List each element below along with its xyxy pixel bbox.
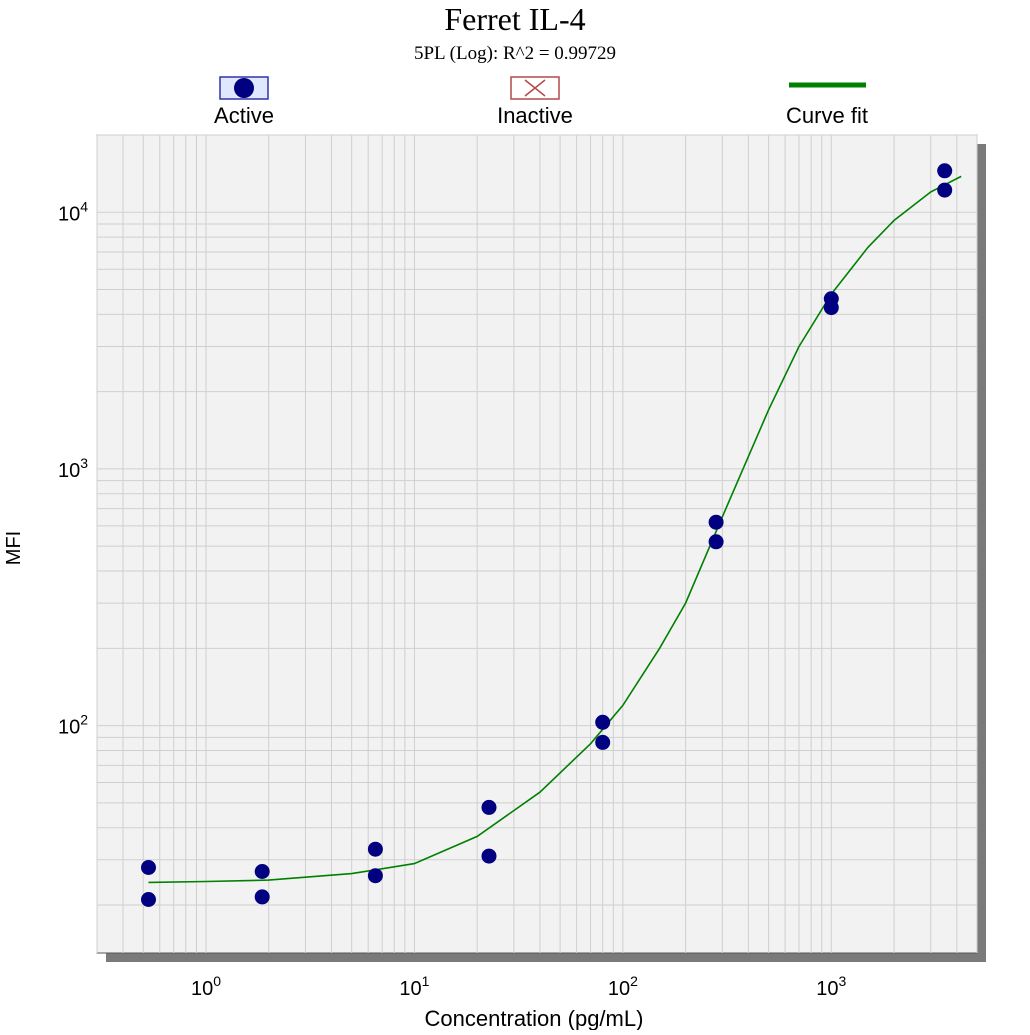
data-point bbox=[254, 889, 270, 905]
legend-active-label: Active bbox=[214, 103, 274, 128]
x-tick-label: 100 bbox=[191, 973, 221, 1000]
plot-area bbox=[96, 134, 978, 954]
data-point bbox=[254, 864, 270, 879]
data-point bbox=[708, 514, 724, 530]
data-point bbox=[141, 860, 156, 875]
data-points bbox=[141, 163, 953, 907]
x-axis-label: Concentration (pg/mL) bbox=[425, 1006, 644, 1030]
legend-item-curve-fit: Curve fit bbox=[786, 82, 868, 128]
data-point bbox=[481, 799, 497, 815]
data-point bbox=[367, 868, 383, 884]
legend-inactive-marker bbox=[524, 79, 546, 97]
legend: Active Inactive Curve fit bbox=[214, 76, 868, 128]
chart-subtitle: 5PL (Log): R^2 = 0.99729 bbox=[414, 43, 616, 64]
y-axis-label: MFI bbox=[3, 531, 25, 565]
legend-active-marker bbox=[234, 78, 254, 98]
curve-fit bbox=[148, 175, 962, 884]
chart-title: Ferret IL-4 bbox=[444, 1, 585, 37]
y-tick-label: 103 bbox=[58, 455, 88, 482]
legend-item-inactive: Inactive bbox=[497, 76, 573, 128]
data-point bbox=[823, 300, 839, 316]
y-tick-label: 104 bbox=[58, 198, 88, 225]
x-tick-label: 103 bbox=[816, 973, 846, 1000]
data-point bbox=[708, 534, 724, 550]
legend-inactive-label: Inactive bbox=[497, 103, 573, 128]
data-point bbox=[481, 848, 497, 864]
x-axis-ticks: 100 101 102 103 bbox=[191, 973, 847, 1000]
data-point bbox=[937, 182, 953, 198]
curve-fit-line bbox=[148, 175, 962, 884]
legend-curve-fit-label: Curve fit bbox=[786, 103, 868, 128]
y-tick-label: 102 bbox=[58, 712, 88, 739]
y-axis-ticks: 102 103 104 bbox=[58, 198, 88, 738]
data-point bbox=[141, 892, 156, 907]
data-point bbox=[595, 734, 611, 750]
grid bbox=[96, 134, 978, 953]
data-point bbox=[595, 714, 611, 730]
data-point bbox=[937, 163, 953, 179]
data-point bbox=[367, 841, 383, 857]
legend-item-active: Active bbox=[214, 76, 274, 128]
x-tick-label: 102 bbox=[608, 973, 638, 1000]
x-tick-label: 101 bbox=[399, 973, 429, 1000]
